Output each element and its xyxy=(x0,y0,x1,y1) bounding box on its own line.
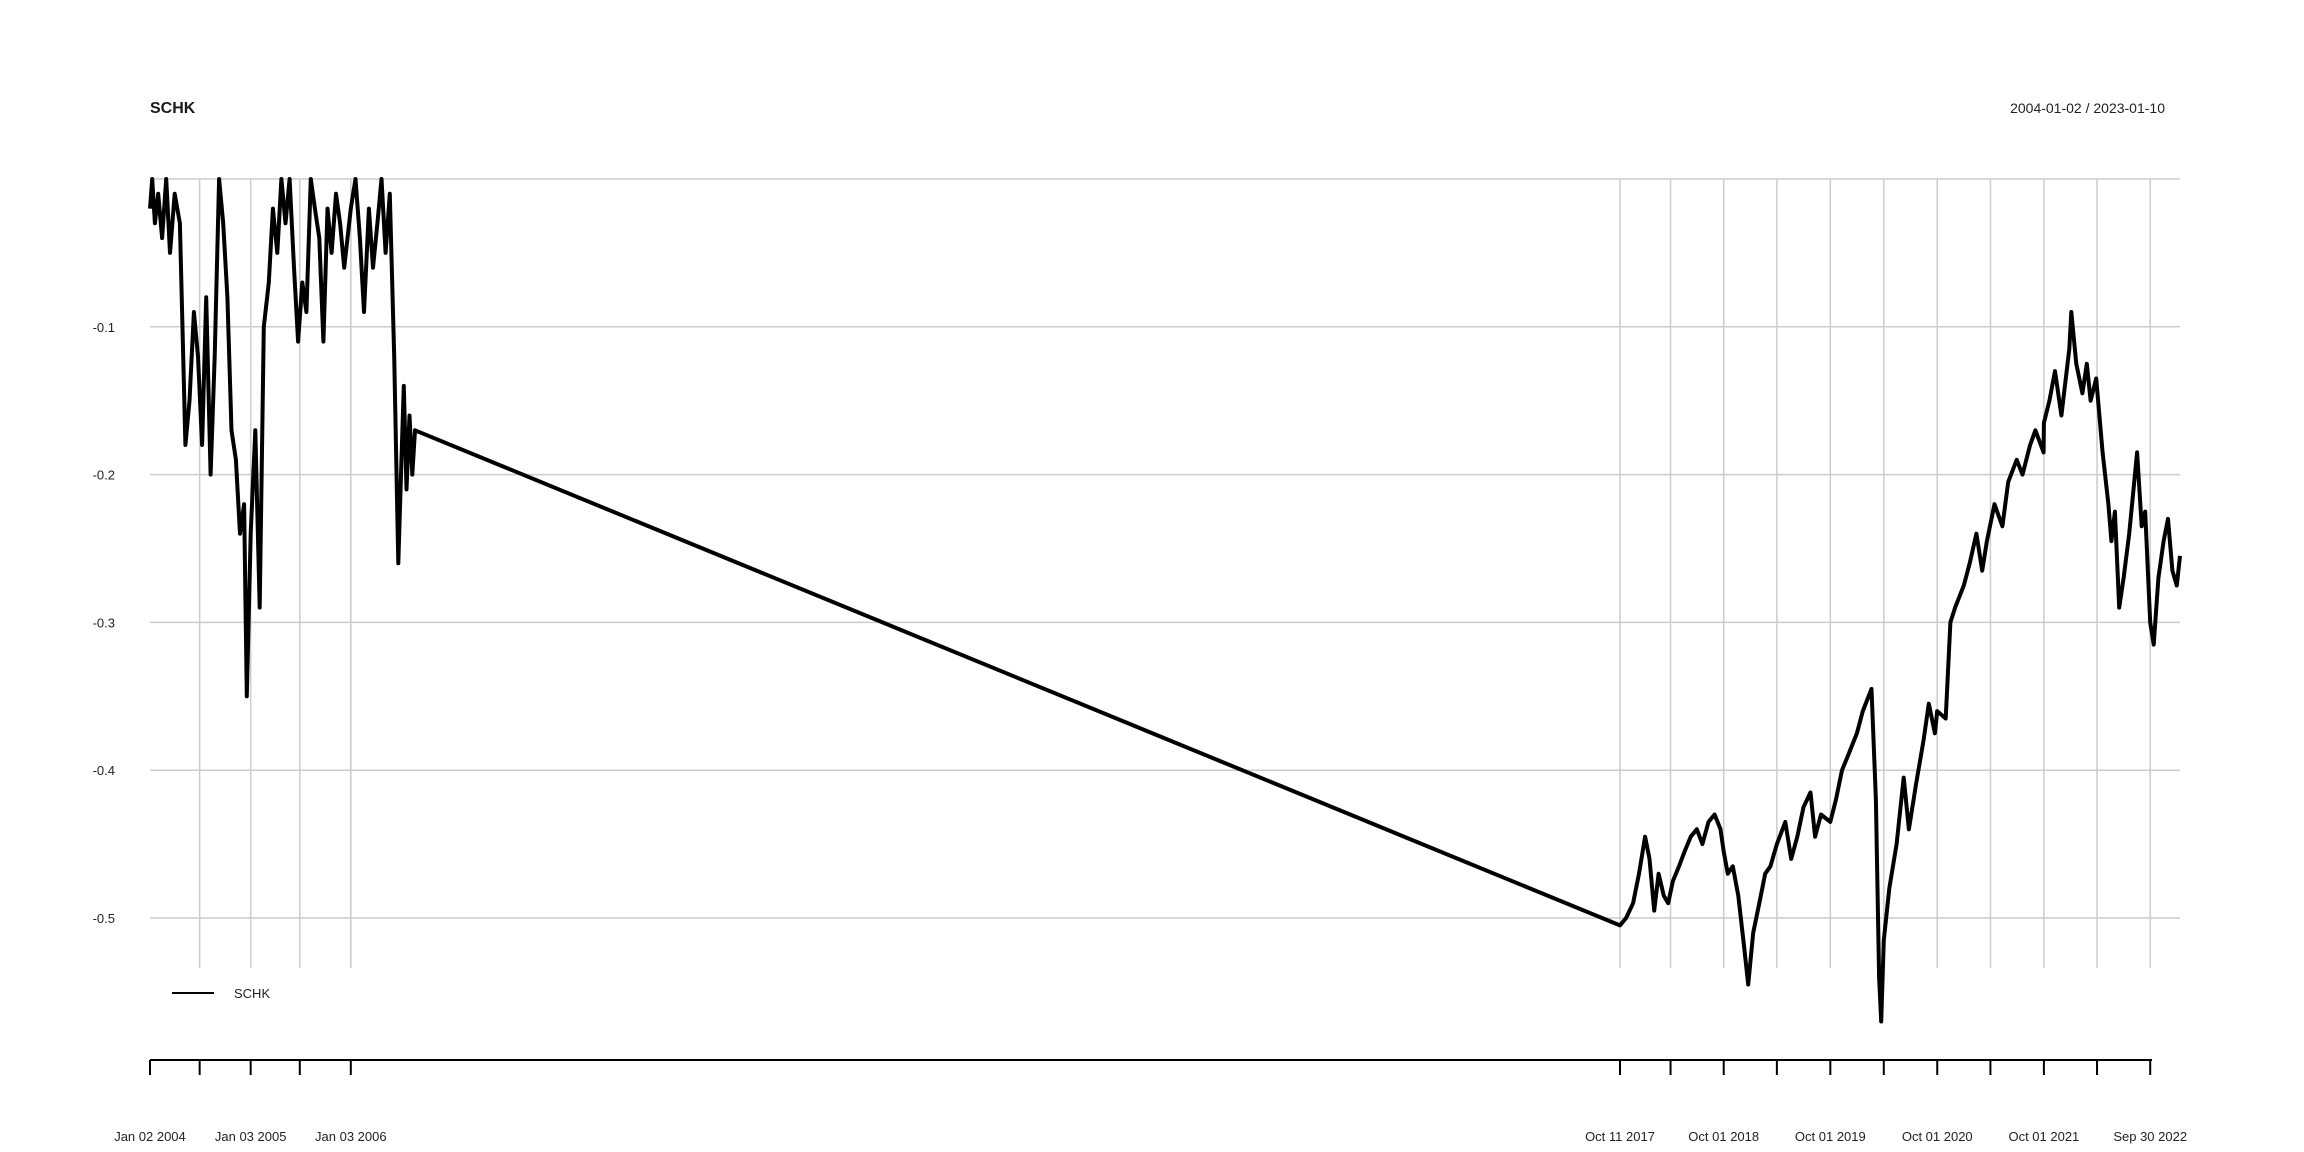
y-tick-label: -0.1 xyxy=(93,320,115,335)
y-tick-label: -0.3 xyxy=(93,615,115,630)
x-tick-label: Sep 30 2022 xyxy=(2113,1129,2187,1144)
series-line-schk xyxy=(148,177,2182,1024)
x-tick-label: Oct 11 2017 xyxy=(1585,1129,1655,1144)
x-axis: Jan 02 2004 Jan 03 2005 Jan 03 2006 Oct 11 … xyxy=(114,1059,2187,1144)
x-tick-label: Jan 03 2006 xyxy=(315,1129,387,1144)
chart-title: SCHK xyxy=(150,100,196,117)
x-tick-label: Jan 02 2004 xyxy=(114,1129,186,1144)
y-tick-label: -0.4 xyxy=(93,763,115,778)
grid-lines xyxy=(150,178,2180,968)
legend: SCHK xyxy=(172,986,270,1001)
y-axis-ticks: -0.1 -0.2 -0.3 -0.4 -0.5 xyxy=(93,320,115,926)
chart-date-range: 2004-01-02 / 2023-01-10 xyxy=(2010,100,2165,116)
series-lines xyxy=(148,177,2182,1024)
x-tick-label: Oct 01 2018 xyxy=(1688,1129,1759,1144)
y-tick-label: -0.5 xyxy=(93,911,115,926)
x-tick-label: Jan 03 2005 xyxy=(215,1129,287,1144)
x-tick-label: Oct 01 2019 xyxy=(1795,1129,1866,1144)
legend-label-schk: SCHK xyxy=(234,986,270,1001)
y-tick-label: -0.2 xyxy=(93,468,115,483)
x-tick-label: Oct 01 2021 xyxy=(2008,1129,2079,1144)
x-tick-label: Oct 01 2020 xyxy=(1902,1129,1973,1144)
